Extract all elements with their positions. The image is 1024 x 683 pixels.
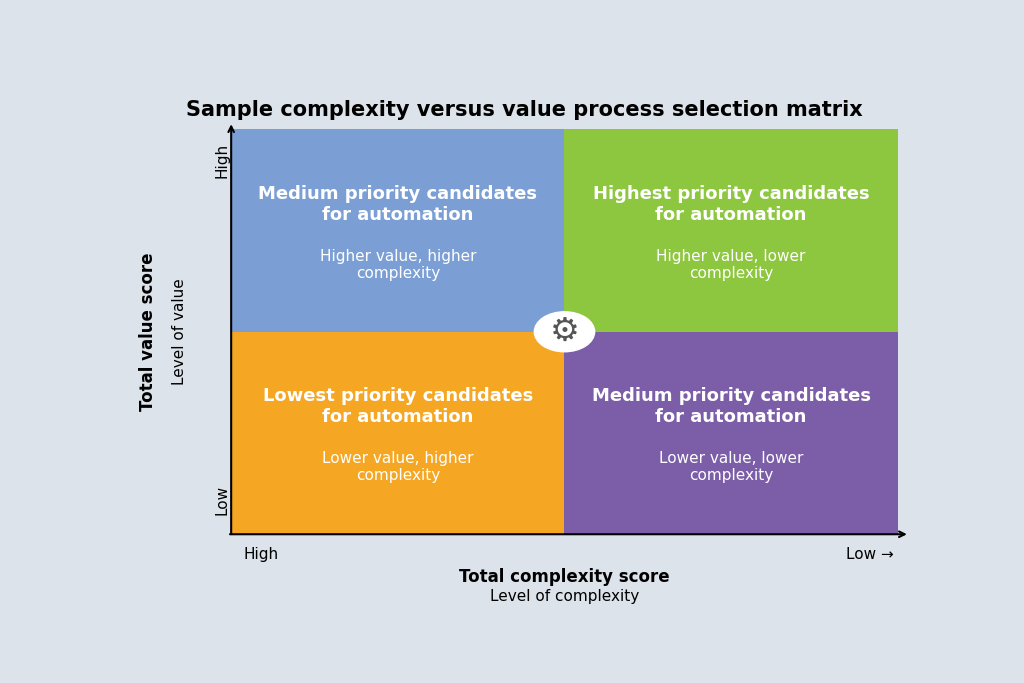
Text: Total value score: Total value score <box>139 253 157 411</box>
Text: High: High <box>214 143 229 178</box>
Text: Total complexity score: Total complexity score <box>459 568 670 587</box>
Text: Highest priority candidates
for automation: Highest priority candidates for automati… <box>593 185 869 223</box>
Bar <box>231 129 564 332</box>
Bar <box>564 129 898 332</box>
Text: ⚙: ⚙ <box>550 316 580 348</box>
Text: Low: Low <box>214 485 229 515</box>
Text: Low →: Low → <box>846 547 894 562</box>
Text: High: High <box>243 547 279 562</box>
Text: Medium priority candidates
for automation: Medium priority candidates for automatio… <box>258 185 538 223</box>
Text: Higher value, lower
complexity: Higher value, lower complexity <box>656 249 806 281</box>
Text: Medium priority candidates
for automation: Medium priority candidates for automatio… <box>592 387 870 426</box>
Circle shape <box>535 311 595 352</box>
Text: Higher value, higher
complexity: Higher value, higher complexity <box>319 249 476 281</box>
Text: Sample complexity versus value process selection matrix: Sample complexity versus value process s… <box>186 100 863 120</box>
Text: Lower value, lower
complexity: Lower value, lower complexity <box>659 451 803 484</box>
Text: Lowest priority candidates
for automation: Lowest priority candidates for automatio… <box>263 387 532 426</box>
Bar <box>231 332 564 534</box>
Text: Level of complexity: Level of complexity <box>489 589 639 604</box>
Text: Lower value, higher
complexity: Lower value, higher complexity <box>323 451 473 484</box>
Bar <box>564 332 898 534</box>
Text: Level of value: Level of value <box>172 279 187 385</box>
